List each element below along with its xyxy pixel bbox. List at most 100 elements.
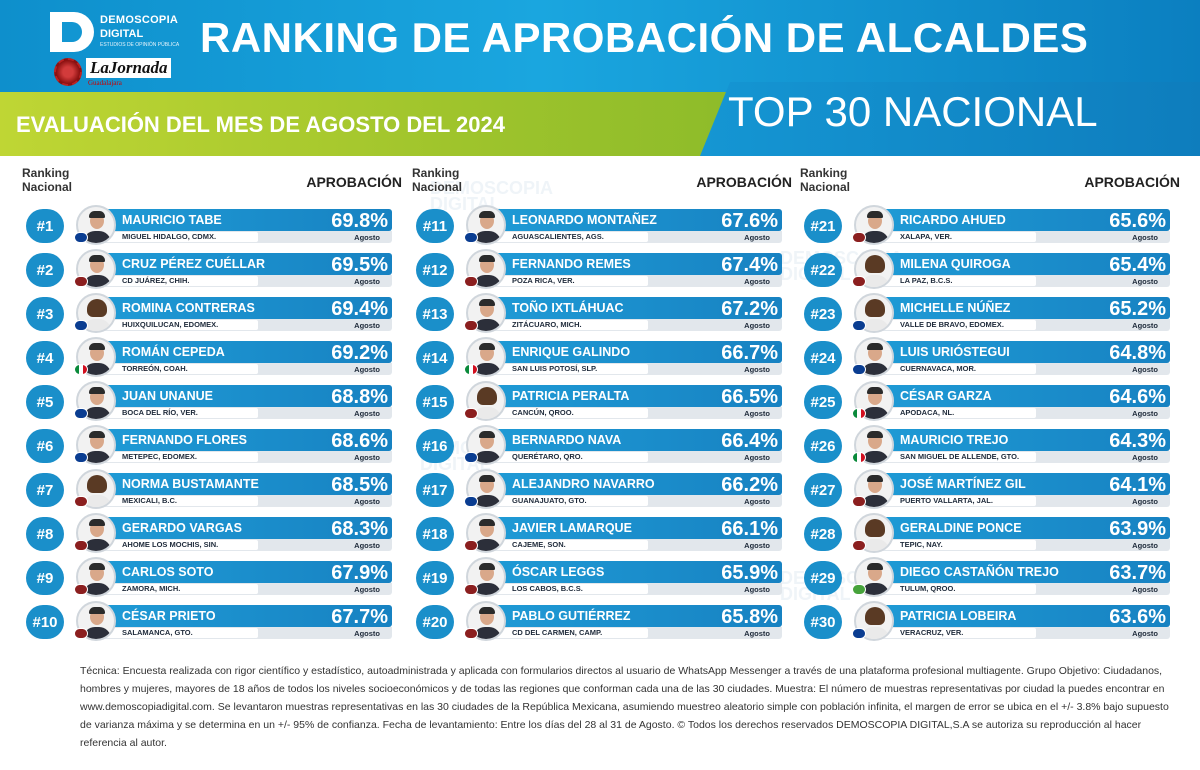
ranking-row: #29 DIEGO CASTAÑÓN TREJO TULUM, QROO. 63.7%… — [800, 556, 1180, 600]
rank-badge: #19 — [416, 561, 454, 595]
approval-percent: 64.1% — [1109, 474, 1166, 496]
party-logo-icon — [464, 320, 478, 331]
mayor-name: JOSÉ MARTÍNEZ GIL — [900, 477, 1026, 491]
city-name: MIGUEL HIDALGO, CDMX. — [122, 232, 217, 241]
rank-badge: #15 — [416, 385, 454, 419]
score-bar — [870, 209, 1170, 231]
ranking-label: Ranking Nacional — [412, 166, 463, 194]
party-logo-icon — [464, 584, 478, 595]
rank-badge: #14 — [416, 341, 454, 375]
demoscopia-d-icon — [50, 12, 94, 52]
approval-percent: 64.6% — [1109, 386, 1166, 408]
header-green-band — [0, 92, 760, 156]
ranking-row: #2 CRUZ PÉREZ CUÉLLAR CD JUÁREZ, CHIH. 69.5… — [22, 248, 402, 292]
score-bar — [870, 341, 1170, 363]
score-bar — [92, 561, 392, 583]
mayor-name: PATRICIA PERALTA — [512, 389, 630, 403]
party-logo-icon — [464, 408, 478, 419]
approval-percent: 67.6% — [721, 210, 778, 232]
approval-percent: 65.8% — [721, 606, 778, 628]
ranking-row: #28 GERALDINE PONCE TEPIC, NAY. 63.9% Agosto — [800, 512, 1180, 556]
approval-percent: 66.1% — [721, 518, 778, 540]
ranking-row: #27 JOSÉ MARTÍNEZ GIL PUERTO VALLARTA, JAL… — [800, 468, 1180, 512]
header: DEMOSCOPIA DIGITAL ESTUDIOS DE OPINIÓN P… — [0, 0, 1200, 160]
city-name: SAN LUIS POTOSÍ, SLP. — [512, 364, 598, 373]
rank-badge: #18 — [416, 517, 454, 551]
score-bar — [870, 561, 1170, 583]
approval-percent: 64.3% — [1109, 430, 1166, 452]
city-pill — [488, 408, 648, 418]
city-pill — [876, 408, 1036, 418]
mayor-name: ROMÁN CEPEDA — [122, 345, 225, 359]
ranking-row: #16 BERNARDO NAVA QUERÉTARO, QRO. 66.4% Agos… — [412, 424, 792, 468]
mayor-name: ROMINA CONTRERAS — [122, 301, 255, 315]
ranking-row: #20 PABLO GUTIÉRREZ CD DEL CARMEN, CAMP. 65… — [412, 600, 792, 644]
city-pill — [98, 584, 258, 594]
mayor-name: CÉSAR GARZA — [900, 389, 992, 403]
city-name: POZA RICA, VER. — [512, 276, 575, 285]
city-pill — [98, 408, 258, 418]
rank-badge: #28 — [804, 517, 842, 551]
month-label: Agosto — [354, 233, 380, 242]
month-label: Agosto — [354, 321, 380, 330]
score-bar — [482, 605, 782, 627]
ranking-row: #13 TOÑO IXTLÁHUAC ZITÁCUARO, MICH. 67.2% Ag… — [412, 292, 792, 336]
ranking-row: #14 ENRIQUE GALINDO SAN LUIS POTOSÍ, SLP. 6… — [412, 336, 792, 380]
party-logo-icon — [74, 232, 88, 243]
month-label: Agosto — [744, 585, 770, 594]
approval-percent: 67.7% — [331, 606, 388, 628]
party-logo-icon — [464, 232, 478, 243]
city-pill — [488, 232, 648, 242]
party-logo-icon — [74, 496, 88, 507]
month-label: Agosto — [744, 541, 770, 550]
city-name: APODACA, NL. — [900, 408, 955, 417]
logo-line2: DIGITAL — [100, 28, 144, 40]
mayor-name: JUAN UNANUE — [122, 389, 213, 403]
month-label: Agosto — [354, 629, 380, 638]
avatar — [466, 337, 506, 377]
demoscopia-logo: DEMOSCOPIA DIGITAL ESTUDIOS DE OPINIÓN P… — [48, 8, 198, 88]
logo-line3: ESTUDIOS DE OPINIÓN PÚBLICA — [100, 42, 180, 48]
mayor-name: MAURICIO TREJO — [900, 433, 1009, 447]
avatar — [76, 513, 116, 553]
mayor-name: ÓSCAR LEGGS — [512, 565, 605, 579]
party-logo-icon — [464, 540, 478, 551]
ranking-column-3: Ranking Nacional APROBACIÓN #21 RICARDO AHUE… — [800, 166, 1180, 644]
approval-percent: 69.5% — [331, 254, 388, 276]
ranking-row: #10 CÉSAR PRIETO SALAMANCA, GTO. 67.7% Agost… — [22, 600, 402, 644]
month-label: Agosto — [1132, 497, 1158, 506]
city-name: SAN MIGUEL DE ALLENDE, GTO. — [900, 452, 1020, 461]
approval-percent: 69.8% — [331, 210, 388, 232]
city-pill — [876, 452, 1036, 462]
mayor-name: MAURICIO TABE — [122, 213, 222, 227]
ranking-row: #11 LEONARDO MONTAÑEZ AGUASCALIENTES, AGS.… — [412, 204, 792, 248]
rank-badge: #13 — [416, 297, 454, 331]
ranking-label: Ranking Nacional — [22, 166, 73, 194]
approval-percent: 63.9% — [1109, 518, 1166, 540]
score-bar — [92, 605, 392, 627]
month-label: Agosto — [744, 453, 770, 462]
approval-percent: 64.8% — [1109, 342, 1166, 364]
partner-logo: LaJornada — [86, 58, 172, 78]
avatar — [466, 601, 506, 641]
ranking-row: #17 ALEJANDRO NAVARRO GUANAJUATO, GTO. 66.2… — [412, 468, 792, 512]
ranking-row: #9 CARLOS SOTO ZAMORA, MICH. 67.9% Agosto — [22, 556, 402, 600]
approval-percent: 66.5% — [721, 386, 778, 408]
city-name: AGUASCALIENTES, AGS. — [512, 232, 604, 241]
score-bar — [482, 517, 782, 539]
score-bar — [870, 473, 1170, 495]
rank-badge: #1 — [26, 209, 64, 243]
score-bar — [482, 385, 782, 407]
score-bar — [482, 341, 782, 363]
mayor-name: TOÑO IXTLÁHUAC — [512, 301, 624, 315]
party-logo-icon — [852, 276, 866, 287]
month-label: Agosto — [354, 409, 380, 418]
month-label: Agosto — [354, 365, 380, 374]
header-blue-tab — [700, 82, 1200, 156]
score-bar — [92, 517, 392, 539]
party-logo-icon — [852, 452, 866, 463]
rank-badge: #26 — [804, 429, 842, 463]
party-logo-icon — [852, 320, 866, 331]
approval-percent: 65.4% — [1109, 254, 1166, 276]
month-label: Agosto — [744, 277, 770, 286]
